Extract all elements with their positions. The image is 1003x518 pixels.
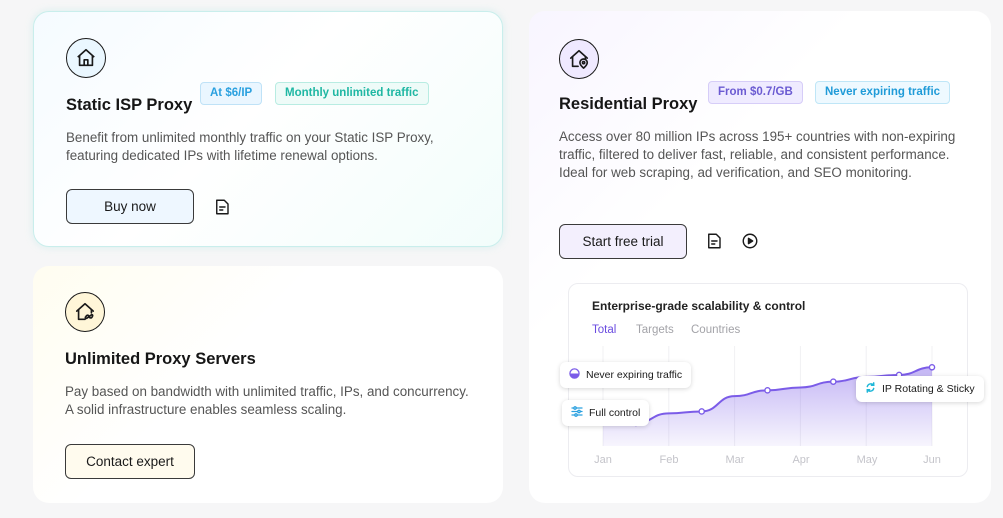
document-icon[interactable] xyxy=(212,197,232,217)
x-tick-label: May xyxy=(856,454,878,466)
start-free-trial-button[interactable]: Start free trial xyxy=(559,224,687,259)
sliders-icon xyxy=(571,406,583,420)
document-icon[interactable] xyxy=(704,231,724,251)
home-icon xyxy=(66,38,106,78)
pie-icon xyxy=(569,368,580,382)
traffic-tag: Monthly unlimited traffic xyxy=(275,82,429,105)
x-tick-label: Jan xyxy=(594,454,612,466)
card-description: Benefit from unlimited monthly traffic o… xyxy=(66,130,434,163)
series-area xyxy=(603,367,932,446)
pill-label: Full control xyxy=(589,407,641,419)
ip-rotating-pill: IP Rotating & Sticky xyxy=(856,376,984,402)
never-expiring-pill: Never expiring traffic xyxy=(560,362,692,388)
data-point xyxy=(698,408,705,415)
card-title: Residential Proxy xyxy=(559,95,698,113)
price-tag: From $0.7/GB xyxy=(708,81,803,104)
chart-title: Enterprise-grade scalability & control xyxy=(592,299,806,313)
residential-proxy-card: Residential Proxy From $0.7/GB Never exp… xyxy=(529,11,991,503)
full-control-pill: Full control xyxy=(562,400,650,426)
pill-label: IP Rotating & Sticky xyxy=(882,383,975,395)
tab-countries[interactable]: Countries xyxy=(691,324,741,336)
traffic-tag: Never expiring traffic xyxy=(815,81,951,104)
price-tag: At $6/IP xyxy=(200,82,263,105)
static-isp-card: Static ISP Proxy At $6/IP Monthly unlimi… xyxy=(33,11,503,247)
card-description: Access over 80 million IPs across 195+ c… xyxy=(559,129,956,180)
x-tick-label: Mar xyxy=(725,454,745,466)
card-description: Pay based on bandwidth with unlimited tr… xyxy=(65,384,469,417)
x-tick-label: Feb xyxy=(659,454,679,466)
data-point xyxy=(764,387,771,394)
tab-total[interactable]: Total xyxy=(592,324,617,336)
contact-expert-button[interactable]: Contact expert xyxy=(65,444,195,479)
home-unlimited-icon xyxy=(65,292,105,332)
unlimited-proxy-card: Unlimited Proxy Servers Pay based on ban… xyxy=(33,266,503,503)
tab-targets[interactable]: Targets xyxy=(636,324,674,336)
data-point xyxy=(928,363,936,371)
data-point xyxy=(829,378,837,385)
pill-label: Never expiring traffic xyxy=(586,369,683,381)
x-tick-label: Apr xyxy=(792,454,810,466)
card-title: Static ISP Proxy xyxy=(66,96,193,114)
play-icon[interactable] xyxy=(740,231,760,251)
card-title: Unlimited Proxy Servers xyxy=(65,350,256,368)
x-tick-label: Jun xyxy=(923,454,941,466)
rotate-icon xyxy=(865,382,876,396)
buy-now-button[interactable]: Buy now xyxy=(66,189,194,224)
home-location-icon xyxy=(559,39,599,79)
